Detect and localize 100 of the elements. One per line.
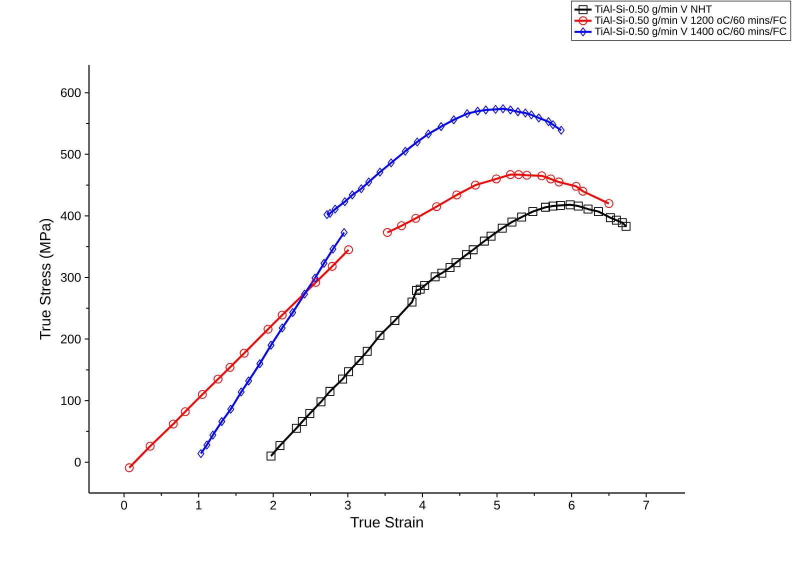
- point: [438, 122, 445, 132]
- point: [278, 324, 286, 332]
- point: [341, 197, 348, 206]
- point: [446, 263, 454, 272]
- point: [180, 407, 190, 416]
- point: [464, 109, 471, 118]
- legend-label: TiAl-Si-0.50 g/min V 1400 oC/60 mins/FC: [594, 27, 786, 38]
- point: [584, 204, 592, 214]
- point: [558, 126, 565, 135]
- y-tick-label: 300: [60, 273, 81, 282]
- point: [462, 250, 471, 260]
- y-tick-label: 200: [60, 334, 81, 344]
- point: [546, 174, 556, 184]
- x-tick-label: 4: [419, 500, 426, 510]
- point: [312, 274, 318, 283]
- point: [452, 258, 460, 268]
- point: [578, 186, 588, 196]
- legend-label: TiAl-Si-0.50 g/min V NHT: [594, 5, 712, 15]
- point: [316, 397, 326, 406]
- point: [550, 120, 556, 130]
- x-tick-label: 0: [121, 500, 128, 510]
- y-tick-label: 400: [60, 211, 81, 220]
- point: [424, 130, 432, 138]
- point: [537, 171, 546, 180]
- point: [289, 308, 296, 318]
- point: [574, 202, 583, 210]
- point: [528, 110, 535, 120]
- point: [492, 174, 501, 184]
- point: [507, 218, 516, 226]
- point: [328, 262, 337, 271]
- point: [375, 330, 384, 340]
- point: [452, 190, 462, 200]
- point: [514, 170, 524, 180]
- point: [268, 340, 274, 350]
- point: [238, 388, 245, 396]
- x-axis-title: True Strain: [350, 516, 423, 528]
- point: [264, 324, 272, 334]
- point: [498, 224, 507, 233]
- point: [470, 180, 480, 190]
- point: [320, 258, 328, 268]
- point: [594, 207, 603, 216]
- point: [554, 178, 564, 186]
- point: [450, 115, 458, 124]
- point: [324, 210, 330, 220]
- point: [168, 420, 178, 428]
- point: [618, 218, 627, 228]
- point: [432, 202, 442, 212]
- point: [354, 356, 364, 366]
- point: [514, 107, 522, 116]
- point: [329, 244, 336, 254]
- point: [411, 214, 420, 223]
- y-axis-title: True Stress (MPa): [40, 218, 54, 340]
- point: [528, 207, 538, 216]
- point: [311, 278, 320, 287]
- point: [486, 232, 496, 241]
- point: [376, 168, 384, 177]
- point: [408, 298, 416, 307]
- x-tick-label: 3: [344, 500, 351, 510]
- point: [278, 310, 287, 320]
- point: [382, 228, 392, 237]
- point: [245, 376, 252, 386]
- point: [572, 182, 581, 191]
- point: [292, 424, 301, 433]
- point: [517, 212, 526, 222]
- point: [124, 463, 134, 472]
- point: [412, 286, 421, 295]
- point: [214, 374, 222, 384]
- point: [305, 409, 314, 418]
- point: [338, 374, 348, 384]
- point: [548, 202, 558, 210]
- point: [344, 245, 354, 254]
- point: [348, 190, 356, 200]
- point: [468, 245, 478, 254]
- point: [420, 281, 430, 290]
- y-tick-label: 500: [60, 150, 81, 159]
- point: [203, 440, 210, 450]
- legend-label: TiAl-Si-0.50 g/min V 1200 oC/60 mins/FC: [594, 16, 786, 26]
- point: [402, 146, 409, 156]
- point: [344, 367, 354, 376]
- x-tick-label: 7: [643, 500, 650, 510]
- point: [522, 170, 532, 180]
- x-tick-label: 5: [494, 500, 500, 510]
- y-tick-label: 0: [74, 458, 81, 467]
- point: [556, 200, 565, 210]
- point: [397, 221, 406, 230]
- point: [365, 178, 372, 186]
- point: [604, 199, 614, 208]
- point: [545, 117, 552, 126]
- point: [622, 222, 631, 231]
- y-tick-label: 600: [60, 88, 81, 98]
- point: [240, 348, 249, 358]
- point: [535, 114, 542, 122]
- point: [437, 268, 446, 278]
- point: [340, 228, 348, 237]
- point: [522, 108, 529, 118]
- point: [301, 290, 308, 299]
- x-tick-label: 1: [196, 500, 202, 510]
- point: [482, 106, 490, 114]
- point: [218, 417, 226, 426]
- point: [612, 216, 621, 225]
